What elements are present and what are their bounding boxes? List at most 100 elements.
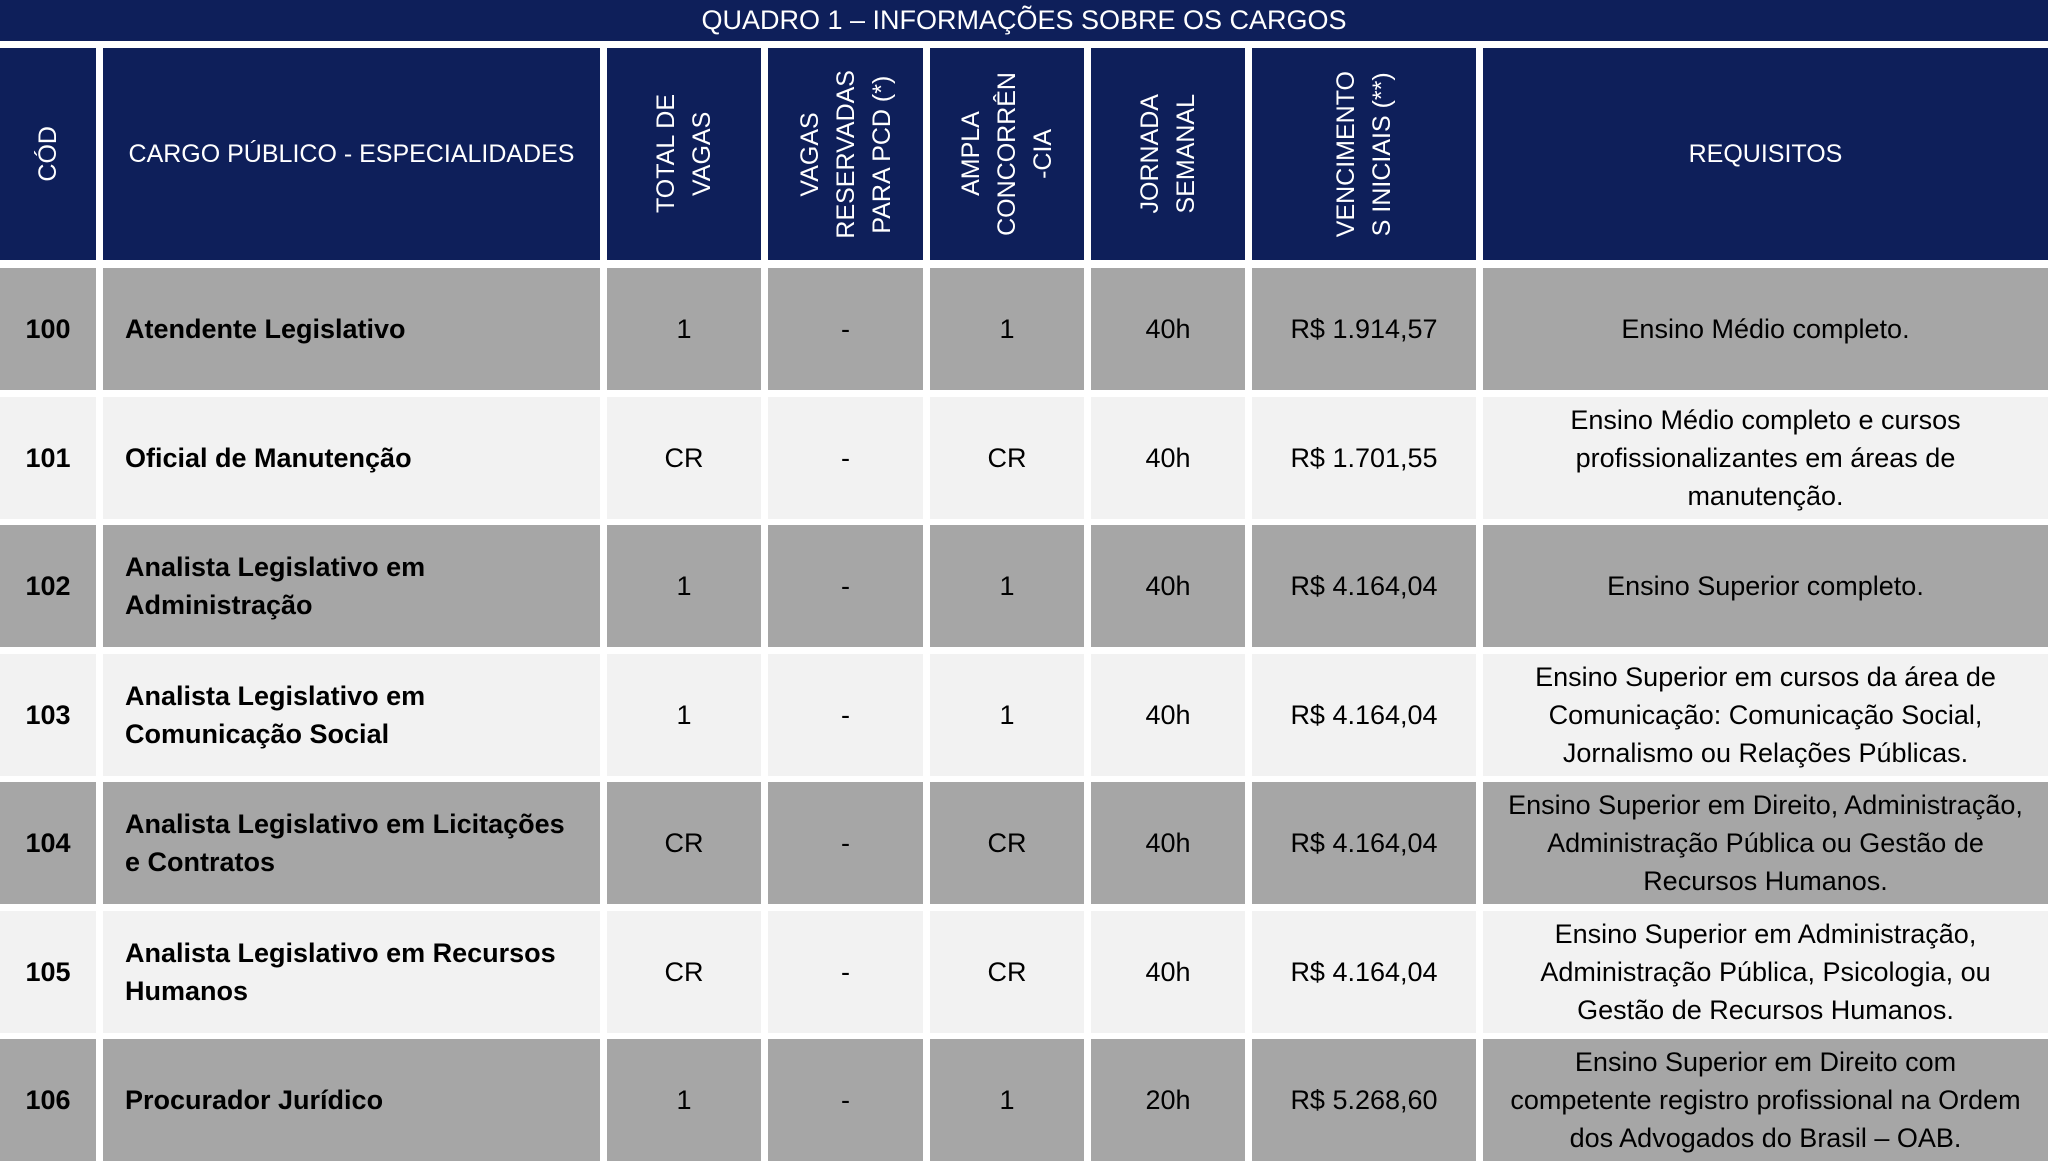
cell-requisitos-text: Ensino Superior em Direito com competent… [1510, 1047, 2021, 1153]
cell-ampla-concorrencia: 1 [930, 1039, 1084, 1161]
cell-cargo: Analista Legislativo em Recursos Humanos [103, 911, 600, 1033]
cell-cod: 101 [0, 397, 96, 519]
cell-total-vagas: CR [607, 397, 761, 519]
cell-cod-text: 102 [25, 570, 71, 601]
table-title: QUADRO 1 – INFORMAÇÕES SOBRE OS CARGOS [0, 0, 2048, 41]
cell-requisitos: Ensino Médio completo e cursos profissio… [1483, 397, 2048, 519]
cell-jornada-text: 40h [1145, 699, 1191, 730]
cell-vagas-pcd: - [768, 1039, 923, 1161]
cell-vencimento-text: R$ 4.164,04 [1290, 570, 1438, 601]
header-vencimentos: VENCIMENTO S INICIAIS (**) [1252, 48, 1476, 260]
cell-jornada-text: 40h [1145, 442, 1191, 473]
cell-vagas-pcd: - [768, 268, 923, 390]
header-vagas-pcd-label: VAGAS RESERVADAS PARA PCD (*) [795, 69, 896, 239]
cell-total-vagas: 1 [607, 525, 761, 647]
header-ampla-concorrencia: AMPLA CONCORRÊN -CIA [930, 48, 1084, 260]
cell-vagas-pcd: - [768, 654, 923, 776]
cell-cargo: Atendente Legislativo [103, 268, 600, 390]
cell-vencimento-text: R$ 4.164,04 [1290, 827, 1438, 858]
cell-vagas-pcd-text: - [841, 570, 850, 601]
cell-cod-text: 106 [25, 1084, 71, 1115]
cell-cod: 102 [0, 525, 96, 647]
cell-cod-text: 101 [25, 442, 71, 473]
cell-ampla-concorrencia: CR [930, 782, 1084, 904]
header-jornada-label: JORNADA SEMANAL [1136, 94, 1200, 214]
cell-total-vagas-text: CR [664, 956, 704, 987]
header-total-vagas: TOTAL DE VAGAS [607, 48, 761, 260]
cell-vagas-pcd: - [768, 782, 923, 904]
cell-cargo-text: Analista Legislativo em Comunicação Soci… [125, 681, 426, 749]
cell-cod-text: 104 [25, 827, 71, 858]
cell-total-vagas-text: 1 [676, 313, 692, 344]
cell-vencimento-text: R$ 1.914,57 [1290, 313, 1438, 344]
cell-ampla-concorrencia-text: CR [987, 956, 1027, 987]
cell-vencimento-text: R$ 4.164,04 [1290, 956, 1438, 987]
cell-cod: 105 [0, 911, 96, 1033]
cell-ampla-concorrencia: 1 [930, 525, 1084, 647]
cell-total-vagas-text: 1 [676, 570, 692, 601]
header-total-vagas-label: TOTAL DE VAGAS [652, 94, 716, 214]
header-cargo-label: CARGO PÚBLICO - ESPECIALIDADES [128, 140, 575, 168]
cell-requisitos-text: Ensino Superior em Administração, Admini… [1540, 919, 1991, 1025]
cell-total-vagas-text: CR [664, 442, 704, 473]
cell-vencimento: R$ 4.164,04 [1252, 911, 1476, 1033]
cell-jornada: 20h [1091, 1039, 1245, 1161]
cell-ampla-concorrencia-text: 1 [999, 313, 1015, 344]
cell-ampla-concorrencia: 1 [930, 654, 1084, 776]
cell-ampla-concorrencia-text: CR [987, 827, 1027, 858]
cell-jornada-text: 40h [1145, 956, 1191, 987]
cell-vencimento: R$ 4.164,04 [1252, 782, 1476, 904]
cell-total-vagas: CR [607, 782, 761, 904]
cell-cod-text: 105 [25, 956, 71, 987]
cell-requisitos-text: Ensino Médio completo. [1621, 314, 1910, 344]
header-vagas-pcd: VAGAS RESERVADAS PARA PCD (*) [768, 48, 923, 260]
cell-requisitos: Ensino Médio completo. [1483, 268, 2048, 390]
cell-cargo: Procurador Jurídico [103, 1039, 600, 1161]
cell-cod: 104 [0, 782, 96, 904]
cell-vencimento-text: R$ 5.268,60 [1290, 1084, 1438, 1115]
cell-total-vagas: 1 [607, 268, 761, 390]
cell-requisitos-text: Ensino Médio completo e cursos profissio… [1570, 405, 1961, 511]
cell-cargo-text: Analista Legislativo em Recursos Humanos [125, 938, 556, 1006]
cell-ampla-concorrencia-text: 1 [999, 1084, 1015, 1115]
cell-requisitos: Ensino Superior em Direito, Administraçã… [1483, 782, 2048, 904]
cell-cargo-text: Atendente Legislativo [125, 314, 406, 344]
header-ampla-concorrencia-label: AMPLA CONCORRÊN -CIA [957, 72, 1057, 236]
cell-ampla-concorrencia-text: CR [987, 442, 1027, 473]
header-vencimentos-label: VENCIMENTO S INICIAIS (**) [1332, 70, 1396, 238]
cell-jornada: 40h [1091, 654, 1245, 776]
cell-total-vagas: 1 [607, 1039, 761, 1161]
cell-jornada: 40h [1091, 525, 1245, 647]
cell-cargo: Analista Legislativo em Licitações e Con… [103, 782, 600, 904]
cell-jornada: 40h [1091, 782, 1245, 904]
header-cod-label: CÓD [34, 126, 62, 182]
cell-vencimento: R$ 1.914,57 [1252, 268, 1476, 390]
cell-jornada-text: 40h [1145, 827, 1191, 858]
cell-requisitos: Ensino Superior em Direito com competent… [1483, 1039, 2048, 1161]
cell-total-vagas: 1 [607, 654, 761, 776]
cell-vencimento: R$ 5.268,60 [1252, 1039, 1476, 1161]
cell-jornada: 40h [1091, 397, 1245, 519]
header-cargo: CARGO PÚBLICO - ESPECIALIDADES [103, 48, 600, 260]
cell-vencimento-text: R$ 4.164,04 [1290, 699, 1438, 730]
cell-cod-text: 103 [25, 699, 71, 730]
cell-requisitos-text: Ensino Superior em cursos da área de Com… [1535, 662, 1996, 768]
cell-total-vagas-text: 1 [676, 699, 692, 730]
cell-vencimento: R$ 1.701,55 [1252, 397, 1476, 519]
cell-vagas-pcd-text: - [841, 313, 850, 344]
cell-vencimento-text: R$ 1.701,55 [1290, 442, 1438, 473]
cell-vagas-pcd-text: - [841, 699, 850, 730]
cell-jornada: 40h [1091, 268, 1245, 390]
cell-vagas-pcd-text: - [841, 442, 850, 473]
header-cod: CÓD [0, 48, 96, 260]
cell-cod: 103 [0, 654, 96, 776]
header-requisitos-label: REQUISITOS [1688, 140, 1843, 168]
cell-vagas-pcd: - [768, 397, 923, 519]
cell-ampla-concorrencia: CR [930, 397, 1084, 519]
header-requisitos: REQUISITOS [1483, 48, 2048, 260]
cell-vagas-pcd-text: - [841, 827, 850, 858]
cell-requisitos: Ensino Superior completo. [1483, 525, 2048, 647]
cell-vagas-pcd: - [768, 525, 923, 647]
cell-jornada-text: 40h [1145, 313, 1191, 344]
